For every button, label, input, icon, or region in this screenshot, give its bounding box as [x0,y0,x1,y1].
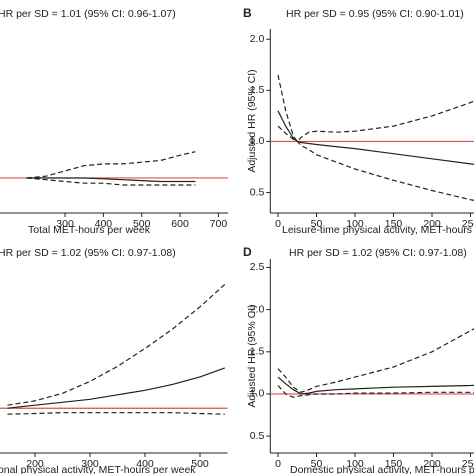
x-tick-label: 0 [275,218,281,230]
x-tick-label: 500 [191,458,209,470]
x-tick-label: 100 [346,458,364,470]
ci-line [7,412,225,415]
hr-line [26,177,196,183]
x-tick-label: 300 [81,458,99,470]
x-tick-label: 500 [133,218,151,230]
y-tick-label: 0.5 [250,186,265,198]
x-tick-label: 200 [26,458,44,470]
x-tick-label: 0 [275,458,281,470]
y-tick-label: 1.0 [250,135,265,147]
x-axis-label: Leisure-time physical activity, MET-hour… [282,224,474,236]
x-tick-label: 200 [423,218,441,230]
ci-line [277,74,474,143]
x-tick-label: 300 [56,218,74,230]
y-tick-label: 2.5 [250,261,265,273]
y-tick-label: 2.0 [250,33,265,45]
y-tick-label: 0.5 [250,430,265,442]
ci-line [26,177,196,186]
y-axis-label: Adjusted HR (95% CI) [246,69,258,172]
hr-line [277,376,474,395]
panel-letter: D [243,245,252,259]
x-tick-label: 250 [462,458,474,470]
ci-line [277,125,474,202]
hr-line [277,110,474,165]
panel-title: HR per SD = 1.02 (95% CI: 0.97-1.08) [289,247,467,259]
panel-title: HR per SD = 1.01 (95% CI: 0.96-1.07) [0,8,176,20]
ci-line [277,385,474,398]
x-tick-label: 50 [311,458,323,470]
ci-line [7,283,226,406]
x-tick-label: 400 [136,458,154,470]
y-tick-label: 1.5 [250,346,265,358]
x-tick-label: 100 [346,218,364,230]
y-tick-label: 1.5 [250,84,265,96]
y-tick-label: 1.0 [250,388,265,400]
x-tick-label: 50 [311,218,323,230]
x-axis-label: Occupational physical activity, MET-hour… [0,464,196,474]
x-tick-label: 150 [385,458,403,470]
y-tick-label: 2.0 [250,303,265,315]
panel-letter: B [243,6,252,20]
hr-line [7,367,226,409]
x-axis-label: Total MET-hours per week [28,224,151,236]
x-tick-label: 600 [171,218,189,230]
ci-line [277,328,474,393]
ci-line [26,151,196,179]
x-tick-label: 400 [95,218,113,230]
panel-title: HR per SD = 1.02 (95% CI: 0.97-1.08) [0,247,176,259]
x-tick-label: 700 [210,218,228,230]
y-axis-label: Adjusted HR (95% CI) [246,304,258,407]
x-tick-label: 200 [423,458,441,470]
x-axis-label: Domestic physical activity, MET-hours pe… [290,464,474,474]
x-tick-label: 250 [462,218,474,230]
panel-title: HR per SD = 0.95 (95% CI: 0.90-1.01) [286,8,464,20]
x-tick-label: 150 [385,218,403,230]
